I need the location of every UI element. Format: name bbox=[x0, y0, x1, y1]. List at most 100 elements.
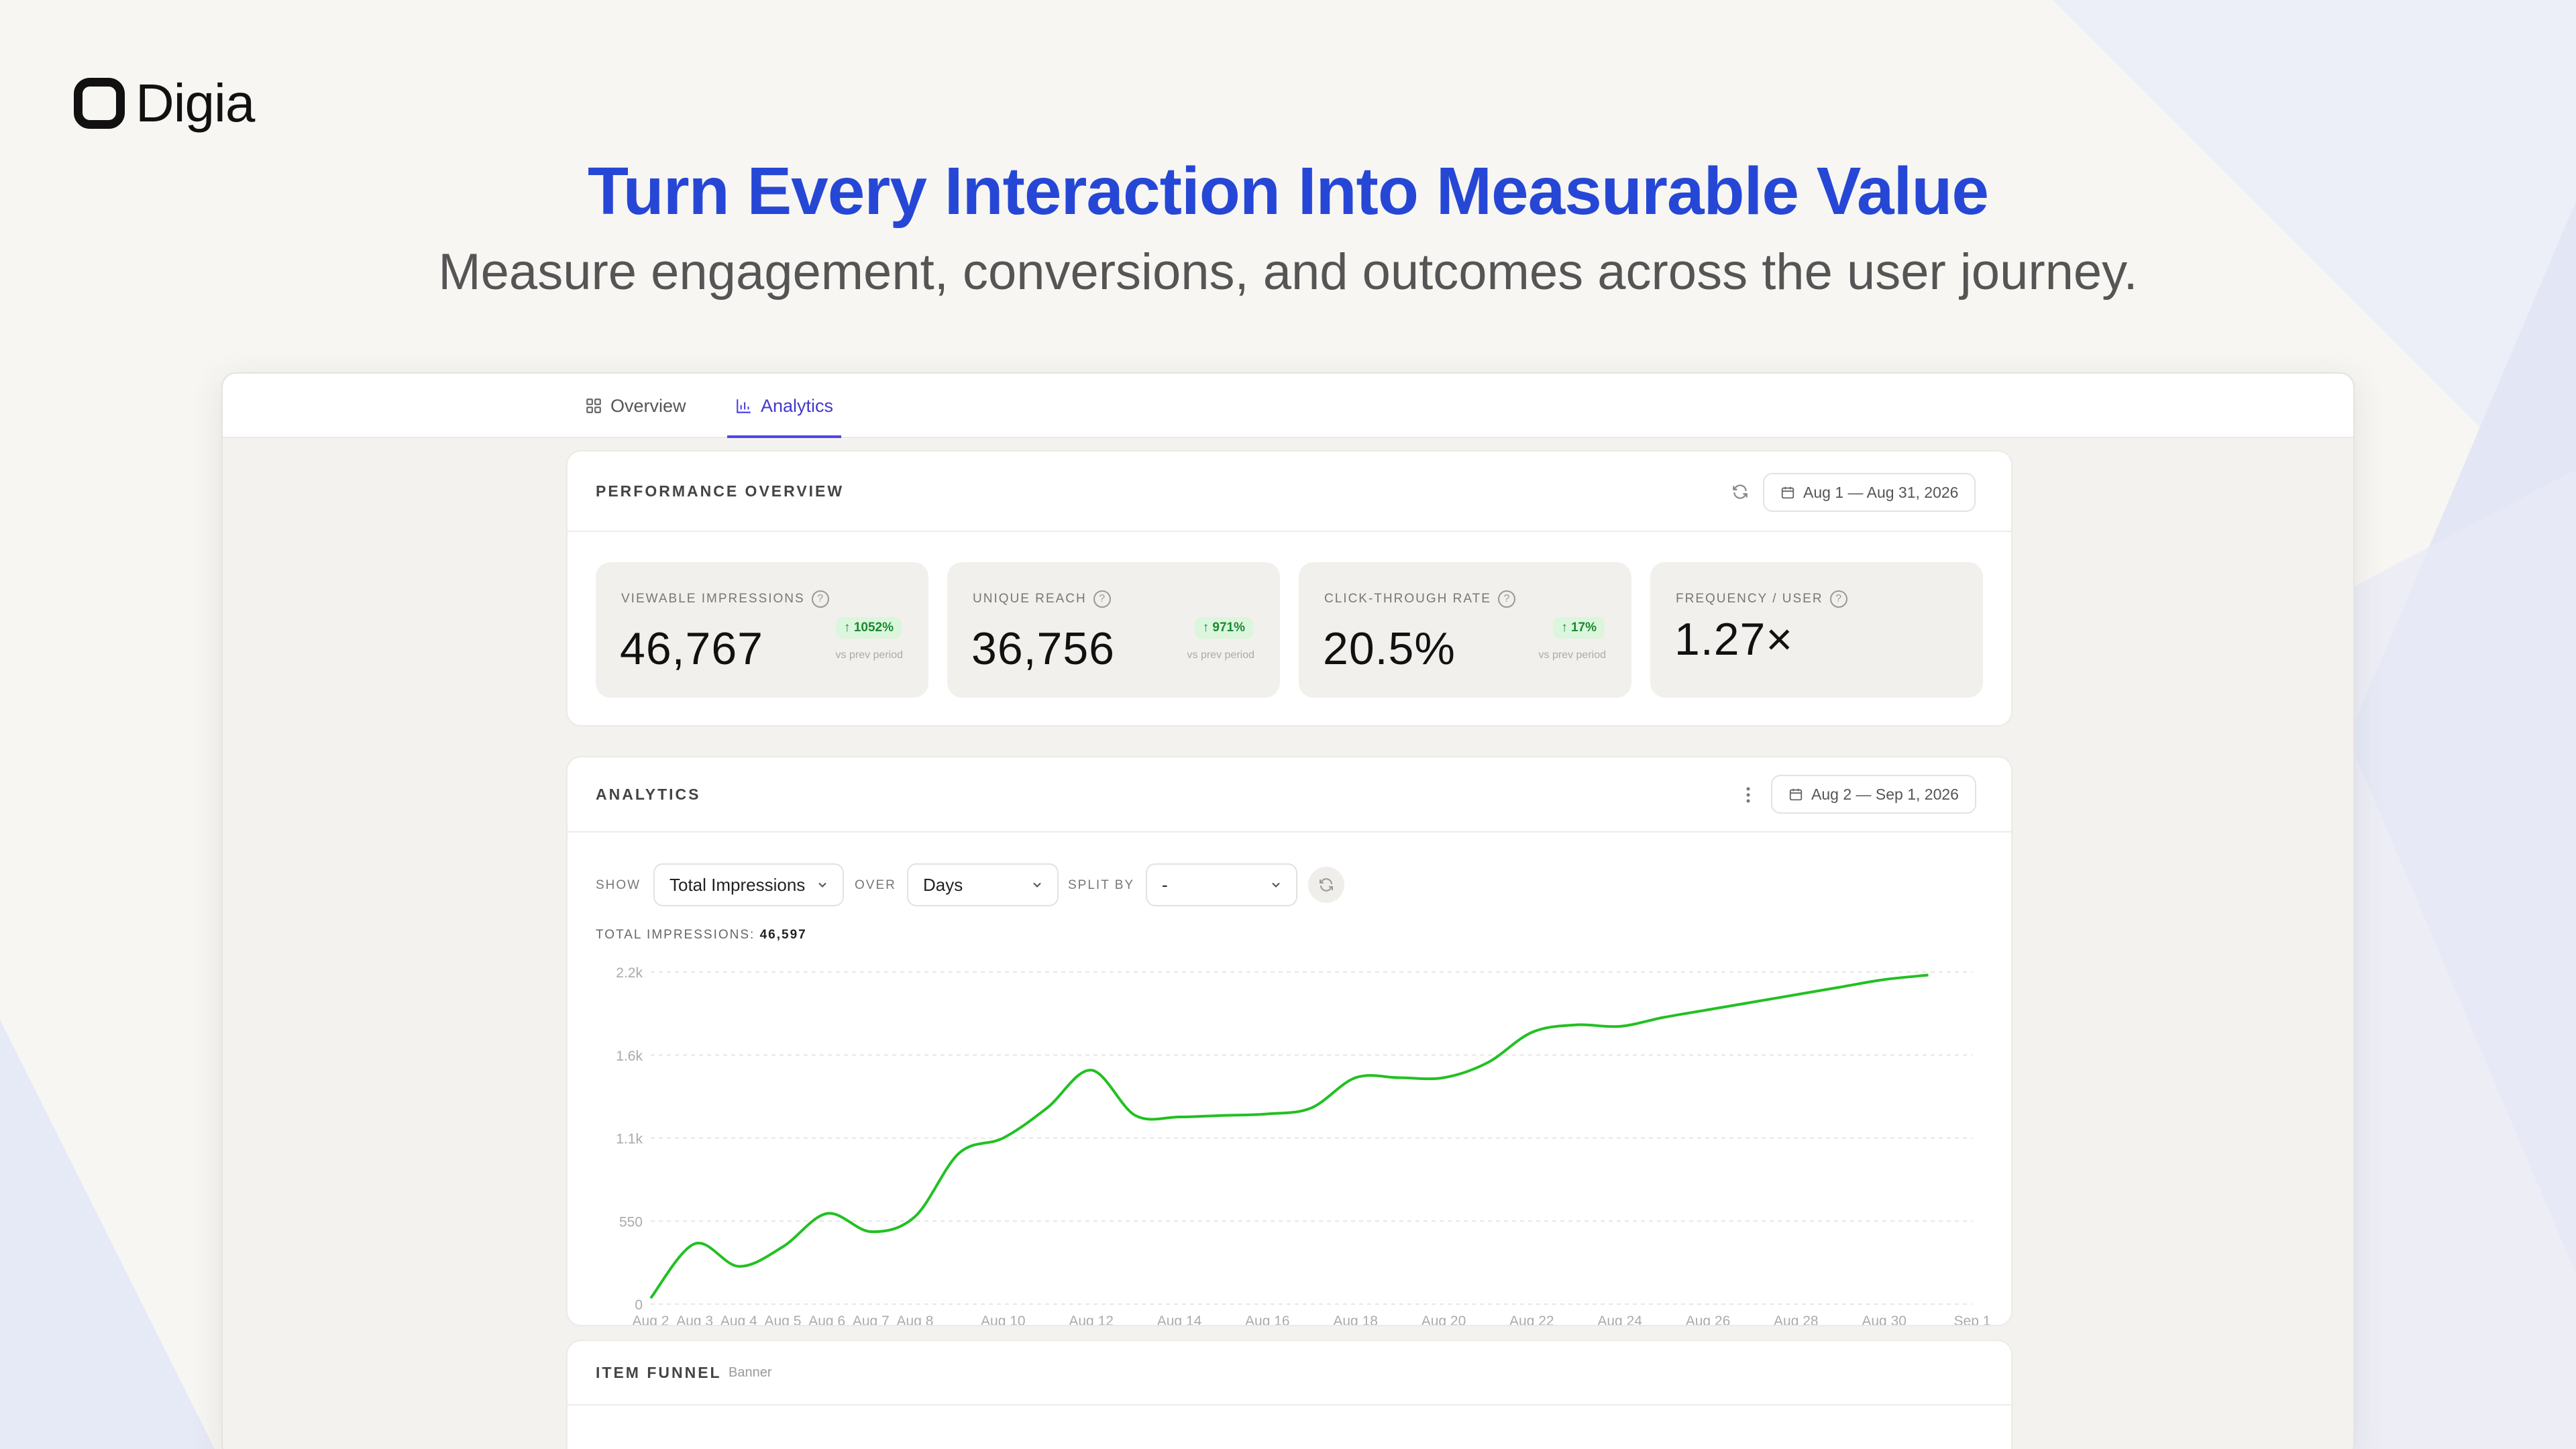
refresh-icon bbox=[1320, 878, 1333, 892]
analytics-card: ANALYTICS Aug 2 — Sep 1, 2026 SHOW Total… bbox=[566, 756, 2012, 1326]
metric-delta-badge: ↑ 1052% bbox=[836, 617, 902, 639]
metric-comparison: vs prev period bbox=[835, 649, 904, 661]
analytics-header: ANALYTICS Aug 2 — Sep 1, 2026 bbox=[568, 757, 2011, 833]
metric-value: 1.27× bbox=[1674, 614, 1794, 665]
x-tick-label: Aug 16 bbox=[1245, 1313, 1290, 1326]
x-tick-label: Aug 12 bbox=[1069, 1313, 1114, 1326]
metric-label: VIEWABLE IMPRESSIONS ? bbox=[621, 590, 829, 608]
logo-mark-icon bbox=[74, 78, 125, 129]
metric-card: VIEWABLE IMPRESSIONS ? 46,767 ↑ 1052% vs… bbox=[596, 562, 928, 698]
refresh-icon bbox=[1733, 484, 1748, 499]
bg-shape-top bbox=[2053, 0, 2576, 523]
metric-card: UNIQUE REACH ? 36,756 ↑ 971% vs prev per… bbox=[947, 562, 1280, 698]
tab-analytics[interactable]: Analytics bbox=[727, 374, 842, 438]
metric-label-text: VIEWABLE IMPRESSIONS bbox=[621, 592, 805, 606]
chevron-down-icon bbox=[1272, 882, 1280, 888]
metric-value: 46,767 bbox=[620, 623, 763, 674]
x-tick-label: Aug 26 bbox=[1686, 1313, 1731, 1326]
series-line bbox=[649, 973, 1929, 1299]
metric-comparison: vs prev period bbox=[1538, 649, 1607, 661]
split-by-select[interactable]: - bbox=[1146, 863, 1297, 906]
grid-icon bbox=[586, 398, 601, 413]
metric-label: UNIQUE REACH ? bbox=[973, 590, 1111, 608]
funnel-title: ITEM FUNNEL bbox=[596, 1364, 722, 1381]
metric-value: 20.5% bbox=[1323, 623, 1456, 674]
x-tick-label: Aug 8 bbox=[897, 1313, 934, 1326]
hero-subtitle: Measure engagement, conversions, and out… bbox=[438, 244, 2138, 301]
data-point bbox=[1619, 1026, 1621, 1027]
chevron-down-icon bbox=[818, 882, 826, 888]
split-by-value: - bbox=[1162, 874, 1168, 895]
bg-shape-left bbox=[0, 1020, 215, 1449]
chevron-down-icon bbox=[1033, 882, 1041, 888]
chart-refresh-button[interactable] bbox=[1308, 867, 1344, 903]
metric-card: FREQUENCY / USER ? 1.27× bbox=[1650, 562, 1983, 698]
analytics-date-picker[interactable]: Aug 2 — Sep 1, 2026 bbox=[1771, 775, 1976, 814]
metric-label-text: UNIQUE REACH bbox=[973, 592, 1087, 606]
x-tick-label: Aug 18 bbox=[1333, 1313, 1378, 1326]
data-point bbox=[1355, 1077, 1356, 1078]
show-metric-value: Total Impressions bbox=[669, 874, 806, 895]
item-funnel-card: ITEM FUNNEL Banner bbox=[566, 1340, 2012, 1449]
x-tick-label: Aug 7 bbox=[853, 1313, 890, 1326]
over-period-select[interactable]: Days bbox=[907, 863, 1059, 906]
x-tick-label: Aug 2 bbox=[633, 1313, 669, 1326]
x-tick-label: Sep 1 bbox=[1954, 1313, 1991, 1326]
metric-label: CLICK-THROUGH RATE ? bbox=[1324, 590, 1515, 608]
x-tick-label: Aug 6 bbox=[808, 1313, 845, 1326]
x-tick-label: Aug 20 bbox=[1421, 1313, 1466, 1326]
funnel-tag: Banner bbox=[729, 1365, 772, 1380]
split-by-label: SPLIT BY bbox=[1068, 878, 1135, 892]
total-impressions: TOTAL IMPRESSIONS: 46,597 bbox=[596, 928, 807, 943]
help-icon[interactable]: ? bbox=[1829, 590, 1847, 608]
x-tick-label: Aug 28 bbox=[1774, 1313, 1819, 1326]
calendar-icon bbox=[1781, 486, 1794, 499]
brand-logo[interactable]: Digia bbox=[74, 72, 255, 134]
over-label: OVER bbox=[855, 878, 896, 892]
refresh-button[interactable] bbox=[1729, 481, 1751, 502]
more-options-button[interactable] bbox=[1737, 784, 1759, 806]
show-label: SHOW bbox=[596, 878, 641, 892]
y-tick-label: 0 bbox=[635, 1297, 643, 1313]
hero-title: Turn Every Interaction Into Measurable V… bbox=[587, 154, 1989, 229]
data-point bbox=[914, 1216, 916, 1217]
metric-label-text: CLICK-THROUGH RATE bbox=[1324, 592, 1491, 606]
analytics-title: ANALYTICS bbox=[596, 786, 701, 803]
data-point bbox=[1179, 1116, 1180, 1118]
x-tick-label: Aug 4 bbox=[720, 1313, 757, 1326]
x-tick-label: Aug 14 bbox=[1157, 1313, 1202, 1326]
data-point bbox=[782, 1246, 784, 1247]
analytics-date-range: Aug 2 — Sep 1, 2026 bbox=[1811, 785, 1959, 803]
help-icon[interactable]: ? bbox=[1093, 590, 1111, 608]
tab-overview[interactable]: Overview bbox=[585, 374, 686, 438]
help-icon[interactable]: ? bbox=[811, 590, 829, 608]
performance-header: PERFORMANCE OVERVIEW Aug 1 — Aug 31, 202… bbox=[568, 451, 2011, 532]
y-tick-label: 1.1k bbox=[616, 1132, 643, 1147]
tab-overview-label: Overview bbox=[610, 395, 686, 416]
show-metric-select[interactable]: Total Impressions bbox=[653, 863, 844, 906]
bg-shape-right-lower bbox=[2321, 470, 2576, 1449]
help-icon[interactable]: ? bbox=[1497, 590, 1515, 608]
x-tick-label: Aug 10 bbox=[981, 1313, 1026, 1326]
metric-delta-badge: ↑ 971% bbox=[1194, 617, 1253, 639]
tab-analytics-label: Analytics bbox=[761, 395, 834, 416]
x-tick-label: Aug 3 bbox=[676, 1313, 713, 1326]
tab-bar: Overview Analytics bbox=[223, 374, 2353, 438]
metric-value: 36,756 bbox=[971, 623, 1115, 674]
brand-name: Digia bbox=[136, 73, 255, 133]
impressions-line-chart: 0 550 1.1k 1.6k 2.2k Aug 2 Aug 3 Aug 4 Aug 5 Aug … bbox=[616, 965, 1991, 1326]
metric-label: FREQUENCY / USER ? bbox=[1676, 590, 1847, 608]
performance-overview-card: PERFORMANCE OVERVIEW Aug 1 — Aug 31, 202… bbox=[566, 450, 2012, 727]
total-impressions-value: 46,597 bbox=[759, 928, 807, 942]
x-tick-label: Aug 30 bbox=[1862, 1313, 1907, 1326]
y-tick-label: 2.2k bbox=[616, 965, 643, 981]
x-tick-label: Aug 5 bbox=[765, 1313, 802, 1326]
performance-date-picker[interactable]: Aug 1 — Aug 31, 2026 bbox=[1763, 473, 1976, 512]
metric-delta-badge: ↑ 17% bbox=[1553, 617, 1605, 639]
funnel-header: ITEM FUNNEL Banner bbox=[568, 1341, 2011, 1405]
over-period-value: Days bbox=[923, 874, 963, 895]
kebab-menu-icon bbox=[1746, 787, 1750, 803]
calendar-icon bbox=[1789, 788, 1803, 801]
y-tick-label: 1.6k bbox=[616, 1049, 643, 1064]
